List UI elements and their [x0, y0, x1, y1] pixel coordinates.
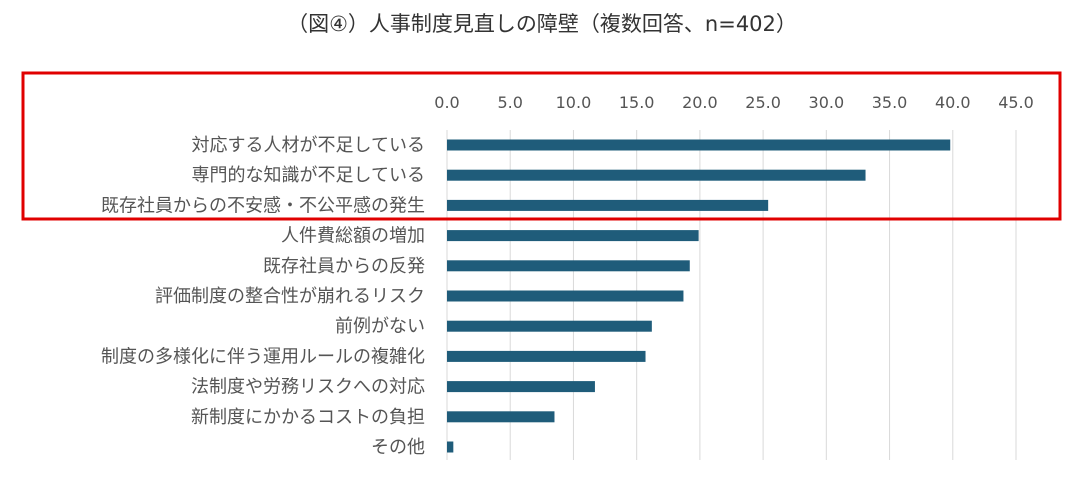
bar-0 — [447, 139, 951, 151]
bar-10 — [447, 441, 454, 453]
x-tick-label-3: 15.0 — [619, 93, 655, 112]
bar-8 — [447, 381, 595, 393]
bar-7 — [447, 350, 646, 362]
highlight-box — [21, 71, 1062, 221]
category-label-6: 前例がない — [335, 316, 425, 337]
bar-3 — [447, 230, 699, 242]
category-label-8: 法制度や労務リスクへの対応 — [191, 377, 425, 398]
bar-5 — [447, 290, 684, 302]
category-label-3: 人件費総額の増加 — [281, 226, 425, 247]
x-tick-label-1: 5.0 — [497, 93, 522, 112]
x-tick-label-9: 45.0 — [998, 93, 1034, 112]
bar-6 — [447, 320, 652, 332]
x-tick-label-0: 0.0 — [434, 93, 459, 112]
category-labels: 対応する人材が不足している専門的な知識が不足している既存社員からの不安感・不公平… — [101, 135, 425, 458]
x-tick-label-2: 10.0 — [556, 93, 592, 112]
bar-9 — [447, 411, 555, 423]
x-axis-ticks: 0.0 5.0 10.0 15.0 20.0 25.0 30.0 35.0 40.0 45.0 — [434, 93, 1034, 112]
category-label-9: 新制度にかかるコストの負担 — [191, 407, 425, 428]
category-label-10: その他 — [371, 437, 425, 458]
chart-title: （図④）人事制度見直しの障壁（複数回答、n=402） — [287, 12, 797, 36]
x-tick-label-4: 20.0 — [682, 93, 718, 112]
category-label-4: 既存社員からの反発 — [263, 256, 425, 277]
x-tick-label-6: 30.0 — [809, 93, 845, 112]
category-label-2: 既存社員からの不安感・不公平感の発生 — [101, 195, 425, 216]
category-label-5: 評価制度の整合性が崩れるリスク — [155, 286, 425, 307]
bar-1 — [447, 169, 866, 181]
category-label-1: 専門的な知識が不足している — [192, 165, 425, 186]
bars — [447, 139, 951, 453]
bar-4 — [447, 260, 690, 272]
x-tick-label-8: 40.0 — [935, 93, 971, 112]
category-label-0: 対応する人材が不足している — [192, 135, 425, 156]
x-tick-label-5: 25.0 — [745, 93, 781, 112]
category-label-7: 制度の多様化に伴う運用ルールの複雑化 — [101, 346, 425, 367]
x-tick-label-7: 35.0 — [872, 93, 908, 112]
highlight-layer — [21, 71, 1062, 221]
bar-2 — [447, 199, 769, 211]
